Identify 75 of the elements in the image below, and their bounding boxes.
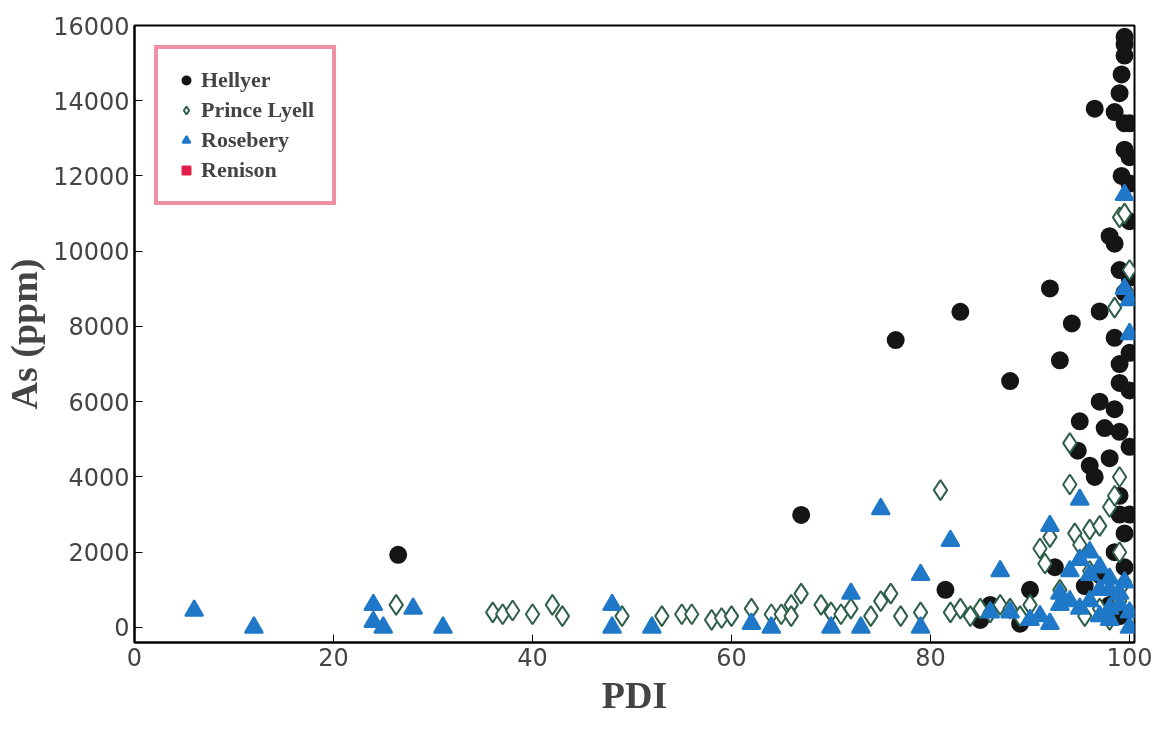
y-tick-label: 2000 — [68, 539, 130, 568]
point — [1100, 449, 1119, 468]
x-axis-title: PDI — [601, 673, 668, 716]
point — [1085, 99, 1104, 118]
y-tick-label: 0 — [114, 614, 130, 643]
y-tick-label: 12000 — [53, 162, 130, 191]
point — [1110, 422, 1129, 441]
point — [1089, 555, 1110, 574]
point — [1070, 412, 1089, 431]
point — [1115, 524, 1134, 543]
point — [1105, 103, 1124, 122]
point — [1039, 514, 1060, 533]
y-tick-label: 16000 — [53, 12, 130, 41]
y-tick-label: 14000 — [53, 87, 130, 116]
point — [1001, 372, 1020, 391]
point — [761, 616, 782, 634]
point — [951, 302, 970, 321]
legend-label: Rosebery — [201, 127, 289, 153]
point — [1099, 567, 1120, 585]
point — [850, 616, 871, 634]
point — [980, 601, 1001, 619]
point — [870, 497, 891, 516]
point — [1079, 540, 1100, 559]
point — [936, 580, 955, 599]
point — [1059, 559, 1080, 578]
point — [910, 616, 931, 634]
point — [1090, 392, 1109, 411]
x-tick-label: 40 — [517, 643, 548, 672]
point — [641, 616, 662, 634]
point — [990, 559, 1011, 578]
point — [1105, 328, 1124, 347]
y-tick-label: 8000 — [68, 313, 130, 342]
y-tick-label: 6000 — [68, 388, 130, 417]
point — [1095, 419, 1114, 438]
point — [1039, 612, 1060, 630]
y-tick-label: 10000 — [53, 238, 130, 267]
point — [403, 597, 424, 615]
point — [1021, 580, 1040, 599]
x-tick-label: 20 — [318, 643, 349, 672]
point — [602, 616, 623, 634]
point — [840, 582, 861, 600]
point — [821, 616, 842, 634]
point — [1040, 279, 1059, 298]
point — [910, 563, 931, 581]
point — [1110, 84, 1129, 103]
point — [792, 505, 811, 524]
point — [243, 616, 264, 634]
x-tick-label: 60 — [716, 643, 747, 672]
point — [184, 599, 205, 617]
point — [1105, 234, 1124, 253]
point — [741, 612, 762, 630]
legend-label: Prince Lyell — [201, 97, 315, 123]
point — [602, 593, 623, 612]
point — [1110, 355, 1129, 374]
point — [373, 616, 394, 634]
point — [389, 545, 408, 564]
point — [1090, 302, 1109, 321]
point — [1062, 314, 1081, 333]
point — [432, 616, 453, 634]
legend-label: Hellyer — [201, 67, 271, 93]
y-axis-title: As (ppm) — [3, 258, 47, 410]
point — [1050, 351, 1069, 370]
point — [886, 331, 905, 349]
point — [363, 593, 384, 612]
point — [1112, 65, 1131, 84]
y-tick-label: 4000 — [68, 463, 130, 492]
point — [1000, 601, 1021, 619]
point — [1079, 589, 1100, 608]
point — [940, 529, 961, 548]
x-tick-label: 80 — [915, 643, 946, 672]
legend-label: Renison — [201, 157, 277, 183]
point — [1069, 488, 1090, 506]
x-tick-label: 100 — [1106, 643, 1153, 672]
point — [1085, 467, 1104, 486]
point — [1105, 400, 1124, 419]
